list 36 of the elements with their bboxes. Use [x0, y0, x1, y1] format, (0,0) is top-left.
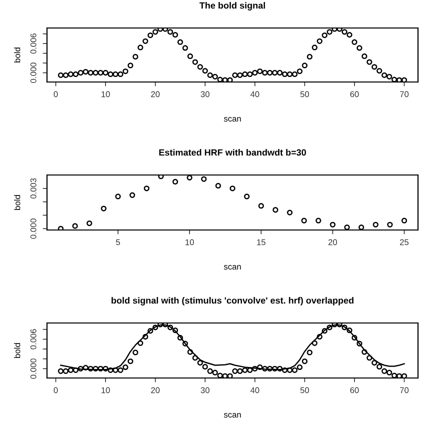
x-tick-label: 10: [186, 239, 194, 246]
x-tick-label: 70: [400, 91, 409, 98]
x-tick-label: 10: [102, 91, 110, 98]
x-tick-label: 20: [151, 387, 160, 394]
x-tick-label: 0: [54, 387, 58, 394]
y-tick-label: 0.000: [30, 218, 36, 239]
x-axis-title: scan: [224, 265, 241, 270]
x-tick-label: 15: [257, 239, 266, 246]
chart-title: The bold signal: [200, 2, 265, 10]
x-tick-label: 30: [200, 387, 210, 394]
y-tick-label: 0.003: [30, 178, 36, 199]
chart-title: bold signal with (stimulus 'convolve' est. hrf) overlapped: [112, 297, 354, 306]
x-tick-label: 10: [102, 387, 110, 394]
x-tick-label: 70: [400, 387, 409, 394]
x-tick-label: 60: [350, 387, 359, 394]
y-axis-title: bold: [14, 48, 20, 62]
x-tick-label: 0: [54, 91, 58, 98]
y-tick-label: 0.006: [30, 34, 36, 54]
chart-title: Estimated HRF with bandwdt b=30: [159, 149, 306, 156]
y-tick-label: 0.000: [30, 358, 36, 379]
x-tick-label: 30: [200, 91, 210, 98]
x-tick-label: 40: [250, 91, 260, 98]
x-tick-label: 60: [350, 91, 359, 98]
x-tick-label: 50: [300, 387, 309, 394]
y-tick-label: 0.000: [30, 62, 36, 83]
x-tick-label: 40: [250, 387, 260, 394]
x-tick-label: 50: [300, 91, 309, 98]
x-tick-label: 20: [328, 239, 337, 246]
x-tick-label: 25: [400, 239, 409, 246]
x-axis-title: scan: [224, 413, 241, 418]
y-tick-label: 0.006: [30, 329, 36, 350]
x-axis-title: scan: [224, 117, 241, 122]
x-tick-label: 20: [151, 91, 160, 98]
y-axis-title: bold: [14, 343, 20, 358]
y-axis-title: bold: [14, 195, 20, 210]
x-tick-label: 5: [116, 239, 120, 246]
